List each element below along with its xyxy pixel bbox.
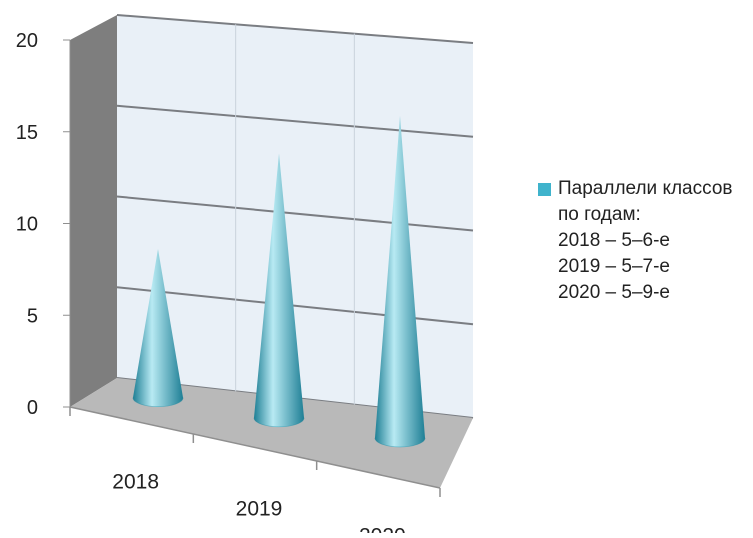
- y-tick-label: 20: [16, 30, 38, 52]
- gridline: [116, 14, 474, 44]
- legend-line-4: 2019 – 5–7-е: [558, 256, 670, 277]
- x-axis-line: [69, 406, 441, 489]
- y-tick-label: 10: [16, 214, 38, 236]
- cone-2019: [254, 153, 304, 427]
- y-tick-label: 15: [16, 122, 38, 144]
- cone-base-edge: [374, 437, 426, 448]
- x-tick-label: 2019: [236, 498, 283, 521]
- x-tick-label: 2020: [359, 525, 406, 534]
- y-tick-label: 5: [27, 305, 38, 327]
- cone-2020: [375, 115, 425, 447]
- cone-2018: [133, 248, 183, 407]
- y-tick-label: 0: [27, 397, 38, 419]
- legend-line-5: 2020 – 5–9-е: [558, 282, 670, 303]
- legend-line-1: Параллели классов: [558, 178, 733, 199]
- legend-line-2: по годам:: [558, 204, 641, 225]
- cone-base-edge: [253, 417, 305, 428]
- legend-text: Параллели классов по годам: 2018 – 5–6-е…: [558, 176, 748, 306]
- x-tick-label: 2018: [112, 471, 159, 494]
- legend-swatch: [538, 183, 551, 196]
- gridline: [116, 195, 474, 232]
- cone-base-edge: [132, 397, 184, 407]
- legend-line-3: 2018 – 5–6-е: [558, 230, 670, 251]
- legend: Параллели классов по годам: 2018 – 5–6-е…: [538, 176, 748, 306]
- back-wall: [117, 15, 473, 418]
- left-wall: [70, 15, 117, 407]
- gridline: [116, 104, 474, 138]
